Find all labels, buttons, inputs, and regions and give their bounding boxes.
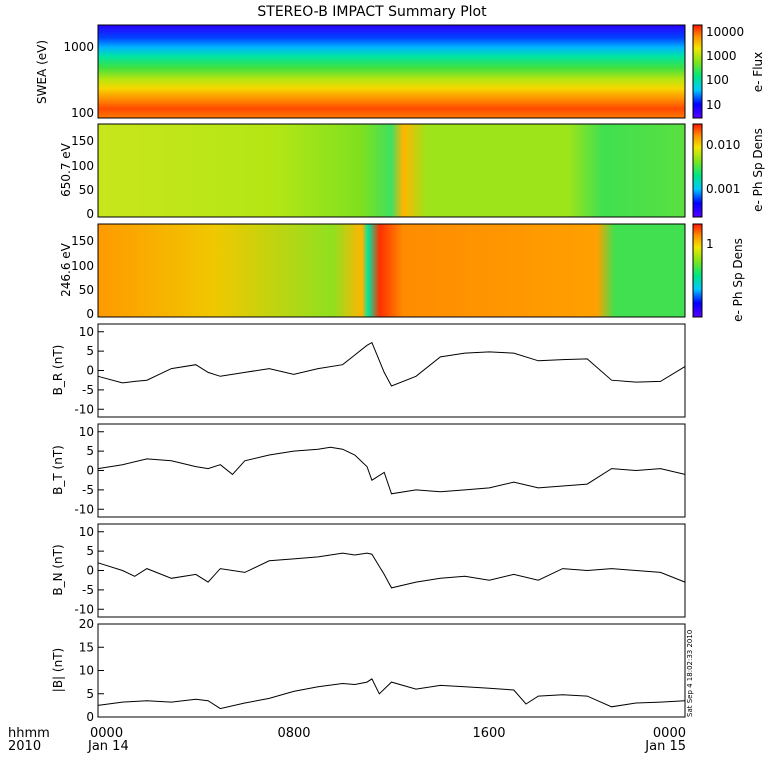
bmag-trace (97, 678, 686, 710)
xtick-1600: 1600 (472, 726, 505, 741)
br-trace (97, 341, 686, 387)
swea-ytick-100: 100 (71, 106, 94, 120)
pad650-ytick-100: 100 (71, 159, 94, 173)
pad650-ytick-150: 150 (71, 134, 94, 148)
pad650-cbar-tick-0010: 0.010 (706, 138, 740, 152)
br-ytick: 10 (79, 325, 94, 339)
bt-ytick: -5 (82, 483, 94, 497)
figure-title: STEREO-B IMPACT Summary Plot (257, 4, 487, 20)
pad246-colorbar (693, 224, 702, 317)
pad650-panel: 650.7 eV 150 100 50 0 0.010 0.001 e- Ph … (59, 123, 765, 221)
bt-ylabel: B_T (nT) (51, 445, 65, 495)
swea-panel: SWEA (eV) 1000 100 10000 1000 100 10 e- … (35, 24, 765, 120)
bmag-ylabel: |B| (nT) (51, 648, 65, 692)
pad246-cbar-tick-1: 1 (706, 237, 714, 251)
pad650-spectrogram (98, 124, 685, 217)
bn-ytick: -5 (82, 583, 94, 597)
bn-ytick: 5 (86, 544, 94, 558)
year-label: 2010 (8, 739, 41, 754)
pad246-ytick-50: 50 (79, 283, 94, 297)
xtick-0800: 0800 (277, 726, 310, 741)
pad246-ytick-150: 150 (71, 234, 94, 248)
bt-ytick: 10 (79, 425, 94, 439)
br-panel: B_R (nT) (51, 323, 686, 418)
swea-cbar-label: e- Flux (751, 52, 765, 92)
bmag-ytick: 20 (79, 617, 94, 631)
pad650-cbar-tick-0001: 0.001 (706, 182, 740, 196)
swea-cbar-tick-10000: 10000 (706, 25, 744, 39)
xtick-0000-start: 0000 (90, 726, 123, 741)
swea-cbar-tick-100: 100 (706, 73, 729, 87)
swea-spectrogram (98, 25, 685, 118)
br-ytick: 5 (86, 344, 94, 358)
bmag-ytick: 5 (86, 687, 94, 701)
xtick-0000-end: 0000 (653, 726, 686, 741)
timestamp-stamp: Sat Sep 4 18:02:33 2010 (686, 630, 694, 717)
bn-ytick: 10 (79, 525, 94, 539)
bmag-ytick: 0 (86, 710, 94, 724)
br-ytick: 0 (86, 364, 94, 378)
xdate-jan15: Jan 15 (644, 739, 686, 754)
pad246-cbar-label: e- Ph Sp Dens (731, 238, 745, 322)
bt-ytick: 0 (86, 464, 94, 478)
bt-ytick: -10 (74, 502, 94, 516)
time-format-label: hhmm (8, 726, 50, 741)
bn-ylabel: B_N (nT) (51, 544, 65, 595)
time-axis-footer: hhmm 2010 0000 Jan 14 0800 1600 0000 Jan… (8, 726, 686, 754)
bt-panel: B_T (nT) (51, 423, 686, 518)
pad246-panel: 246.6 eV 150 100 50 0 1 e- Ph Sp Dens (59, 223, 745, 322)
swea-cbar-tick-10: 10 (706, 98, 721, 112)
pad650-ytick-50: 50 (79, 183, 94, 197)
swea-cbar-tick-1000: 1000 (706, 49, 737, 63)
swea-colorbar (693, 25, 702, 118)
bn-ytick: -10 (74, 602, 94, 616)
pad650-ylabel: 650.7 eV (59, 142, 73, 197)
br-ytick: -5 (82, 383, 94, 397)
pad650-ytick-0: 0 (86, 207, 94, 221)
bt-trace (97, 446, 686, 495)
pad246-ytick-0: 0 (86, 307, 94, 321)
swea-ylabel: SWEA (eV) (35, 40, 49, 104)
br-ytick: -10 (74, 402, 94, 416)
swea-ytick-1000: 1000 (63, 40, 94, 54)
bn-ytick: 0 (86, 564, 94, 578)
pad246-spectrogram (98, 224, 685, 317)
pad246-ylabel: 246.6 eV (59, 242, 73, 297)
bn-trace (97, 552, 686, 589)
pad650-colorbar (693, 124, 702, 217)
bmag-ytick: 10 (79, 664, 94, 678)
bmag-ytick: 15 (79, 640, 94, 654)
pad246-ytick-100: 100 (71, 259, 94, 273)
bt-ytick: 5 (86, 444, 94, 458)
pad650-cbar-label: e- Ph Sp Dens (751, 128, 765, 212)
xdate-jan14: Jan 14 (87, 739, 129, 754)
bn-panel: B_N (nT) (51, 523, 686, 618)
bmag-panel: |B| (nT) Sat Sep 4 18:02:33 2010 (51, 623, 694, 718)
br-ylabel: B_R (nT) (51, 345, 65, 396)
